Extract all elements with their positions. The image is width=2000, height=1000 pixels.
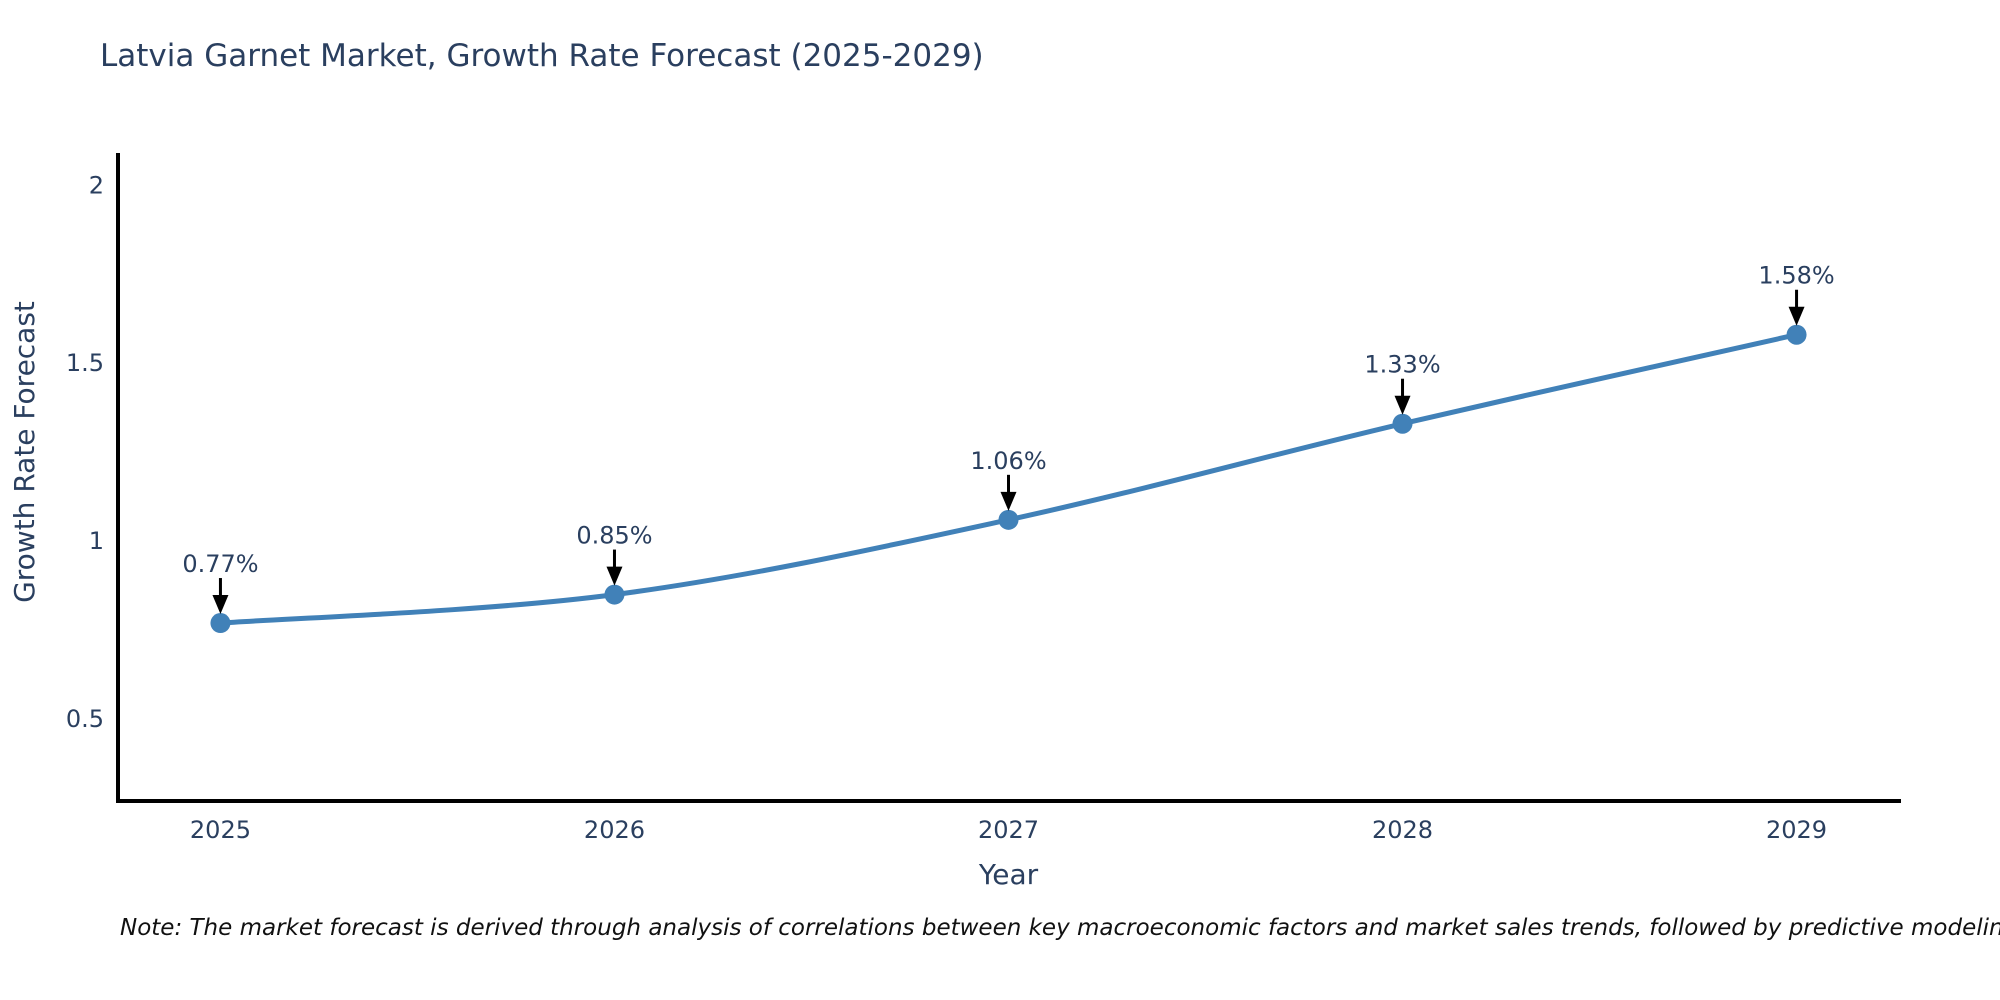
point-label-2028: 1.33% xyxy=(1364,351,1440,379)
point-label-2025: 0.77% xyxy=(182,550,258,578)
x-axis-title: Year xyxy=(978,858,1039,891)
chart-title: Latvia Garnet Market, Growth Rate Foreca… xyxy=(100,38,984,74)
axis-lines xyxy=(116,153,1901,803)
point-label-2026: 0.85% xyxy=(576,522,652,550)
data-point-2025[interactable] xyxy=(210,613,231,634)
data-point-2029[interactable] xyxy=(1786,324,1807,345)
data-point-2027[interactable] xyxy=(998,509,1019,530)
y-tick-label-1.5: 1.5 xyxy=(66,349,104,377)
point-label-2027: 1.06% xyxy=(970,447,1046,475)
footnote: Note: The market forecast is derived thr… xyxy=(120,915,2000,941)
y-tick-label-2: 2 xyxy=(89,171,104,199)
y-tick-label-0.5: 0.5 xyxy=(66,705,104,733)
annotation-arrow-head xyxy=(1000,491,1017,511)
annotation-arrow-head xyxy=(606,566,623,586)
data-point-2028[interactable] xyxy=(1392,413,1413,434)
y-tick-label-1: 1 xyxy=(89,527,104,555)
x-tick-label-2028: 2028 xyxy=(1372,816,1433,844)
x-tick-label-2027: 2027 xyxy=(978,816,1039,844)
annotation-arrow-head xyxy=(212,595,229,615)
data-point-2026[interactable] xyxy=(604,584,625,605)
annotation-arrow-head xyxy=(1788,306,1805,326)
x-tick-label-2029: 2029 xyxy=(1766,816,1827,844)
y-axis-title: Growth Rate Forecast xyxy=(8,301,41,603)
annotation-arrow-head xyxy=(1394,395,1411,415)
x-tick-label-2026: 2026 xyxy=(584,816,645,844)
x-tick-label-2025: 2025 xyxy=(190,816,251,844)
point-label-2029: 1.58% xyxy=(1758,262,1834,290)
